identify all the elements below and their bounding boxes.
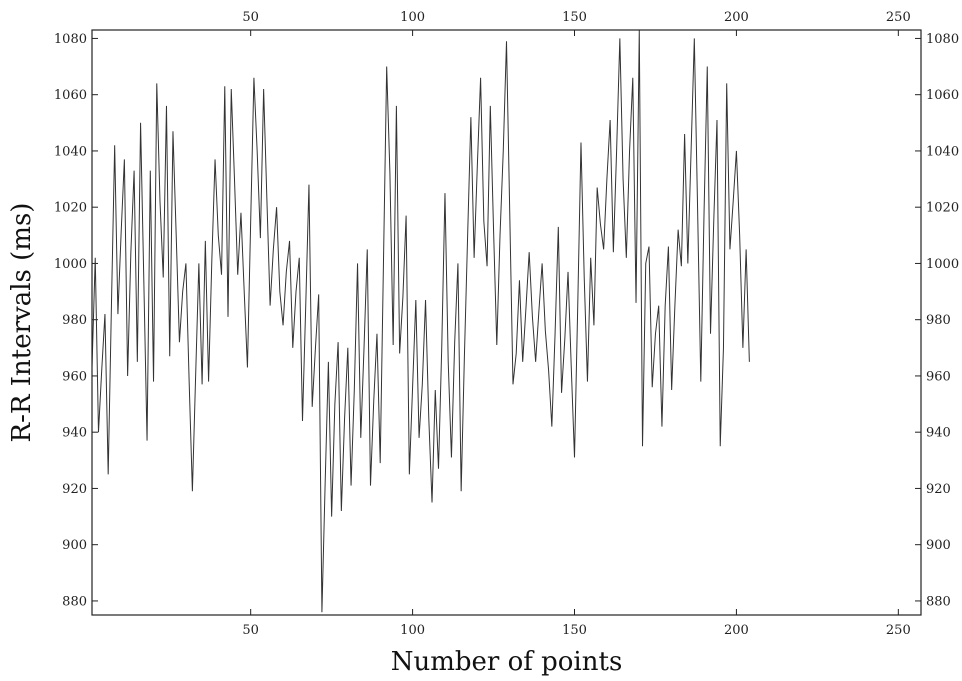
y-tick-label-right: 1040 bbox=[926, 144, 959, 159]
x-tick-label-top: 50 bbox=[242, 10, 259, 25]
y-tick-label-right: 1080 bbox=[926, 32, 959, 47]
series-group bbox=[91, 29, 750, 613]
y-tick-label-right: 900 bbox=[926, 538, 951, 553]
y-tick-label-right: 920 bbox=[926, 482, 951, 497]
y-tick-label-right: 940 bbox=[926, 426, 951, 441]
y-tick-label-right: 980 bbox=[926, 313, 951, 328]
y-tick-label-right: 1020 bbox=[926, 201, 959, 216]
plot-frame bbox=[91, 29, 922, 616]
y-tick-label-right: 880 bbox=[926, 594, 951, 609]
y-tick-label-left: 1080 bbox=[54, 32, 87, 47]
x-tick-label-bottom: 200 bbox=[724, 623, 749, 638]
y-tick-label-left: 880 bbox=[62, 594, 87, 609]
y-tick-label-left: 920 bbox=[62, 482, 87, 497]
x-tick-label-bottom: 50 bbox=[242, 623, 259, 638]
y-tick-label-right: 960 bbox=[926, 369, 951, 384]
x-axis-ticks: 50 50 100 100 150 150 200 200 250 250 bbox=[242, 10, 910, 638]
rr-interval-series-line bbox=[91, 29, 750, 613]
y-tick-label-right: 1000 bbox=[926, 257, 959, 272]
y-axis-label: R-R Intervals (ms) bbox=[7, 203, 37, 443]
y-tick-label-left: 980 bbox=[62, 313, 87, 328]
x-axis-label: Number of points bbox=[391, 647, 623, 677]
x-tick-label-top: 100 bbox=[400, 10, 425, 25]
y-tick-label-left: 900 bbox=[62, 538, 87, 553]
y-tick-label-left: 960 bbox=[62, 369, 87, 384]
y-tick-label-left: 940 bbox=[62, 426, 87, 441]
x-tick-label-bottom: 100 bbox=[400, 623, 425, 638]
y-tick-label-left: 1000 bbox=[54, 257, 87, 272]
x-tick-label-top: 250 bbox=[886, 10, 911, 25]
y-tick-label-left: 1060 bbox=[54, 88, 87, 103]
y-tick-label-right: 1060 bbox=[926, 88, 959, 103]
y-tick-label-left: 1040 bbox=[54, 144, 87, 159]
x-tick-label-bottom: 150 bbox=[562, 623, 587, 638]
y-tick-label-left: 1020 bbox=[54, 201, 87, 216]
x-tick-label-bottom: 250 bbox=[886, 623, 911, 638]
x-tick-label-top: 200 bbox=[724, 10, 749, 25]
y-axis-ticks: 880 880 900 900 920 920 940 940 960 960 980 980 1000… bbox=[54, 32, 959, 610]
x-tick-label-top: 150 bbox=[562, 10, 587, 25]
